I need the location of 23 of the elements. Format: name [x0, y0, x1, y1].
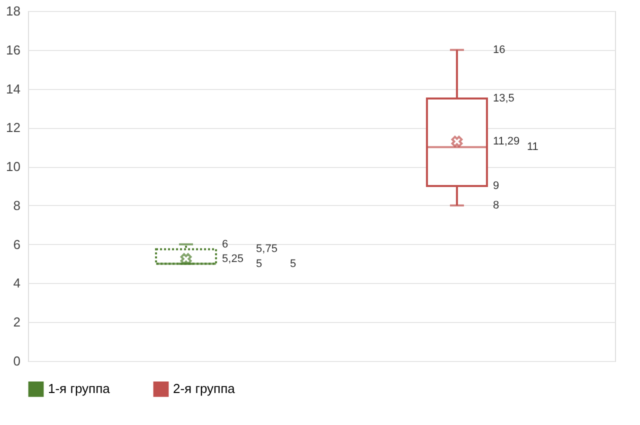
annotation: 11: [526, 141, 538, 154]
y-tick-label: 16: [6, 42, 20, 58]
y-tick-label: 0: [13, 354, 20, 368]
annotation: 9: [492, 180, 500, 192]
annotation: 8: [492, 199, 500, 212]
annotation: 16: [492, 44, 506, 56]
annotation: 5: [256, 258, 262, 270]
y-tick-label: 10: [6, 159, 20, 174]
y-tick-label: 8: [13, 198, 20, 213]
y-tick-label: 14: [6, 81, 20, 96]
y-tick-label: 12: [6, 120, 20, 136]
annotation: 5,25: [222, 252, 244, 265]
annotation: 11,29: [492, 135, 520, 148]
y-tick-label: 18: [6, 4, 20, 18]
annotation: 5,75: [256, 243, 278, 256]
annotation: 13,5: [492, 92, 514, 104]
y-tick-label: 4: [13, 276, 20, 291]
legend-label: 1-я группа: [48, 381, 111, 396]
y-tick-label: 6: [13, 236, 20, 252]
annotation: 5: [290, 258, 296, 270]
legend-label: 2-я группа: [173, 381, 236, 396]
annotation: 6: [222, 238, 228, 250]
y-tick-label: 2: [13, 314, 20, 330]
